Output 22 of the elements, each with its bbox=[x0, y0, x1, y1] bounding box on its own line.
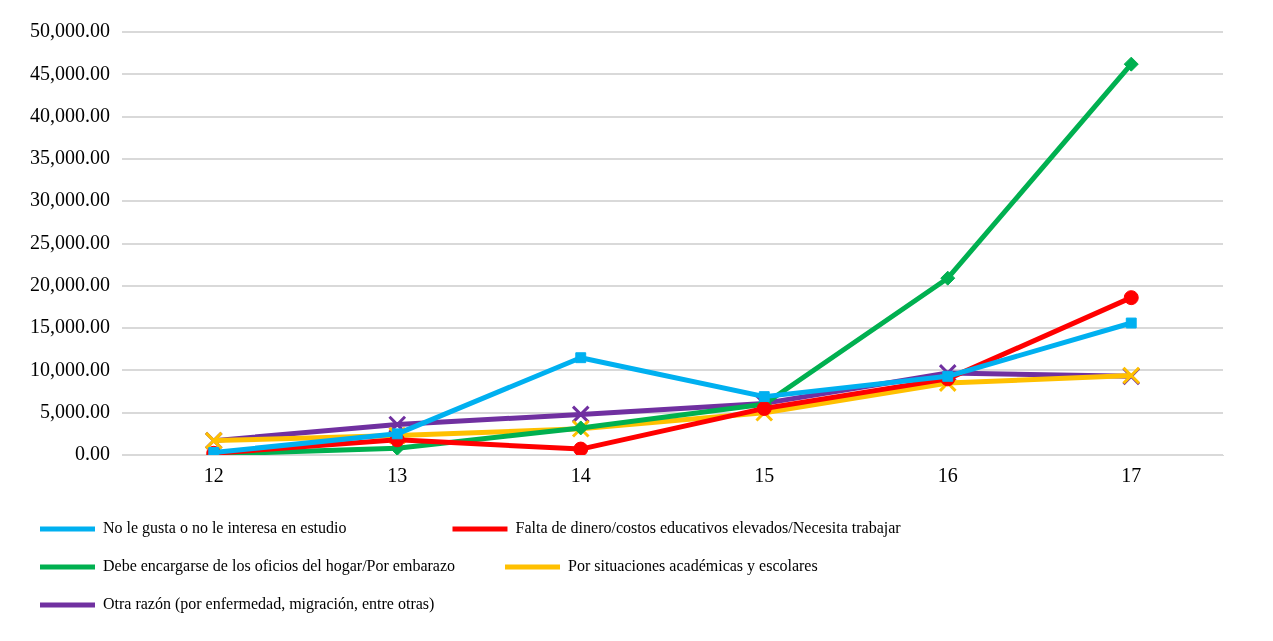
x-tick-label: 16 bbox=[937, 464, 958, 487]
y-tick-label: 30,000.00 bbox=[30, 188, 110, 211]
y-tick-label: 40,000.00 bbox=[30, 103, 110, 126]
x-tick-label: 13 bbox=[387, 464, 408, 487]
y-tick-label: 0.00 bbox=[75, 442, 110, 465]
legend-label: No le gusta o no le interesa en estudio bbox=[103, 519, 431, 538]
y-tick-label: 50,000.00 bbox=[30, 19, 110, 42]
y-tick-label: 15,000.00 bbox=[30, 315, 110, 338]
y-tick-label: 45,000.00 bbox=[30, 61, 110, 84]
x-tick-label: 17 bbox=[1121, 464, 1142, 487]
legend-label: Debe encargarse de los oficios del hogar/Por embarazo bbox=[103, 557, 484, 576]
x-tick-label: 14 bbox=[570, 464, 591, 487]
y-tick-label: 20,000.00 bbox=[30, 273, 110, 296]
y-tick-label: 10,000.00 bbox=[30, 357, 110, 380]
y-tick-label: 5,000.00 bbox=[40, 399, 110, 422]
legend-label: Falta de dinero/costos educativos elevados/Necesita trabajar bbox=[515, 519, 902, 538]
x-tick-label: 12 bbox=[203, 464, 224, 487]
legend-label: Por situaciones académicas y escolares bbox=[568, 557, 818, 576]
legend-label: Otra razón (por enfermedad, migración, entre otras) bbox=[103, 595, 471, 614]
x-tick-label: 15 bbox=[754, 464, 775, 487]
y-tick-label: 35,000.00 bbox=[30, 146, 110, 169]
y-tick-label: 25,000.00 bbox=[30, 230, 110, 253]
